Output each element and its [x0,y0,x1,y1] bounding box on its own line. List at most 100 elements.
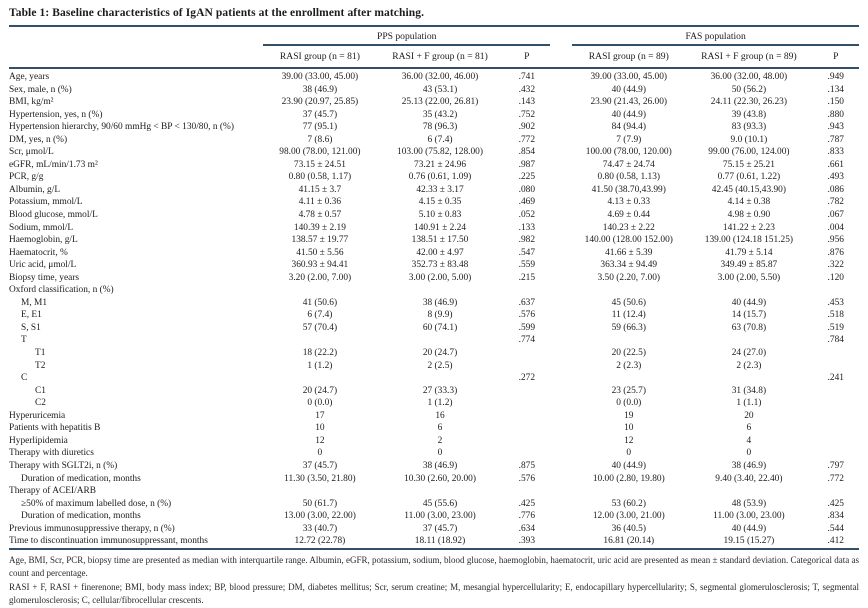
cell-value: 37 (45.7) [302,109,338,120]
row-label: eGFR, mL/min/1.73 m² [9,159,98,170]
cell-value: 0.77 (0.61, 1.22) [717,172,781,183]
cell-value: 0 [626,448,632,459]
table-row: Time to discontinuation immunosuppressan… [9,535,859,549]
cell-value: 9.0 (10.1) [730,134,768,145]
row-label: DM, yes, n (%) [9,134,68,145]
cell-value: 1 (1.1) [736,398,762,409]
row-label: Age, years [9,72,50,82]
cell-value: 38 (46.9) [422,460,458,471]
table-row: Sex, male, n (%) 38 (46.9) 43 (53.1) .432 40… [9,84,859,97]
table-row: M, M1 41 (50.6) 38 (46.9) .637 45 (50.6) 40 (… [9,297,859,310]
cell-value: 36 (40.5) [611,523,646,534]
gap-cell [550,410,572,423]
cell-value: 140.00 (128.00 152.00) [584,235,673,246]
table-row: Hypertension, yes, n (%) 37 (45.7) 35 (43.… [9,109,859,122]
cell-value: .067 [827,210,844,221]
cell-value [376,334,503,347]
cell-value: 6 (7.4) [307,310,333,321]
cell-value: 0 [317,448,323,459]
cell-value: .493 [827,172,844,183]
cell-value: 12.72 (22.78) [294,536,346,547]
cell-value: 18.11 (18.92) [414,536,466,547]
table-row: Haemoglobin, g/L 138.57 ± 19.77 138.51 ± 1… [9,234,859,247]
table-row: Scr, μmol/L 98.00 (78.00, 121.00) 103.00 (… [9,146,859,159]
cell-value: 0 (0.0) [616,398,642,409]
cell-value [812,485,859,498]
cell-value: .225 [518,172,536,183]
cell-value: 19.15 (15.27) [723,536,775,547]
cell-value: 12.00 (3.00, 21.00) [592,511,665,522]
cell-value [376,485,503,498]
cell-value: 10 [315,423,325,434]
table-row: Therapy of ACEI/ARB [9,485,859,498]
gap-cell [550,146,572,159]
cell-value: 138.57 ± 19.77 [291,235,349,246]
cell-value: 0 (0.0) [307,398,333,409]
gap-cell [550,209,572,222]
table-row: T1 18 (22.2) 20 (24.7) 20 (22.5) 24 (27.0) [9,347,859,360]
table-row: Duration of medication, months 11.30 (3.5… [9,473,859,486]
cell-value: 23.90 (21.43, 26.00) [590,97,668,108]
table-row: C1 20 (24.7) 27 (33.3) 23 (25.7) 31 (34.8) [9,385,859,398]
table-title: Table 1: Baseline characteristics of IgA… [9,7,425,19]
cell-value [504,447,550,460]
cell-value: .559 [518,260,536,271]
cell-value: .949 [827,72,844,82]
cell-value: 39.00 (33.00, 45.00) [590,72,668,82]
cell-value: 20 (24.7) [422,348,458,359]
cell-value [572,284,685,297]
table-row: BMI, kg/m² 23.90 (20.97, 25.85) 25.13 (22.… [9,96,859,109]
cell-value [504,360,550,373]
cell-value: 42.33 ± 3.17 [416,184,464,195]
row-label: Hyperuricemia [9,410,66,421]
cell-value: 6 [437,423,443,434]
table-row: Age, years 39.00 (33.00, 45.00) 36.00 (32.… [9,68,859,84]
cell-value: 20 (24.7) [302,385,338,396]
row-label: Therapy of ACEI/ARB [9,486,96,497]
cell-value [504,347,550,360]
cell-value: 4 [746,435,752,446]
cell-value: 100.00 (78.00, 120.00) [585,147,672,158]
cell-value: .393 [518,536,536,547]
cell-value: 4.78 ± 0.57 [298,210,342,221]
cell-value [504,385,550,398]
cell-value: 10.00 (2.80, 19.80) [592,473,665,484]
cell-value: .133 [518,222,536,233]
gap-cell [550,159,572,172]
cell-value: .150 [827,97,844,108]
cell-value: 140.91 ± 2.24 [414,222,467,233]
cell-value: 16 [435,410,445,421]
row-label: Duration of medication, months [21,473,141,484]
row-label: M, M1 [21,297,48,308]
cell-value: 3.00 (2.00, 5.00) [408,272,472,283]
cell-value [376,284,503,297]
row-label: Hypertension hierarchy, 90/60 mmHg < BP … [9,122,234,133]
row-label: C2 [35,398,46,409]
gap-cell [550,473,572,486]
cell-value: .519 [827,322,844,333]
cell-value: .876 [827,247,844,258]
cell-value: 7 (7.9) [616,134,642,145]
cell-value: 50 (56.2) [731,84,767,95]
cell-value: 360.93 ± 94.41 [291,260,349,271]
table-row: Oxford classification, n (%) [9,284,859,297]
row-label: T1 [35,348,46,359]
cell-value: 14 (15.7) [731,310,767,321]
table-body: Age, years 39.00 (33.00, 45.00) 36.00 (32.… [9,68,859,549]
table-row: eGFR, mL/min/1.73 m² 73.15 ± 24.51 73.21 ±… [9,159,859,172]
cell-value [504,410,550,423]
cell-value: 23.90 (20.97, 25.85) [281,97,359,108]
cell-value: 38 (46.9) [731,460,767,471]
cell-value: 11.00 (3.00, 23.00) [713,511,785,522]
row-label: T2 [35,360,46,371]
cell-value: .774 [518,335,536,346]
gap-cell [550,121,572,134]
cell-value [812,410,859,423]
table-row: Hypertension hierarchy, 90/60 mmHg < BP … [9,121,859,134]
table-row: C2 0 (0.0) 1 (1.2) 0 (0.0) 1 (1.1) [9,397,859,410]
gap-cell [550,284,572,297]
cell-value: .453 [827,297,844,308]
cell-value: 10.30 (2.60, 20.00) [404,473,476,484]
cell-value: 50 (61.7) [302,498,338,509]
cell-value: 16.81 (20.14) [603,536,655,547]
